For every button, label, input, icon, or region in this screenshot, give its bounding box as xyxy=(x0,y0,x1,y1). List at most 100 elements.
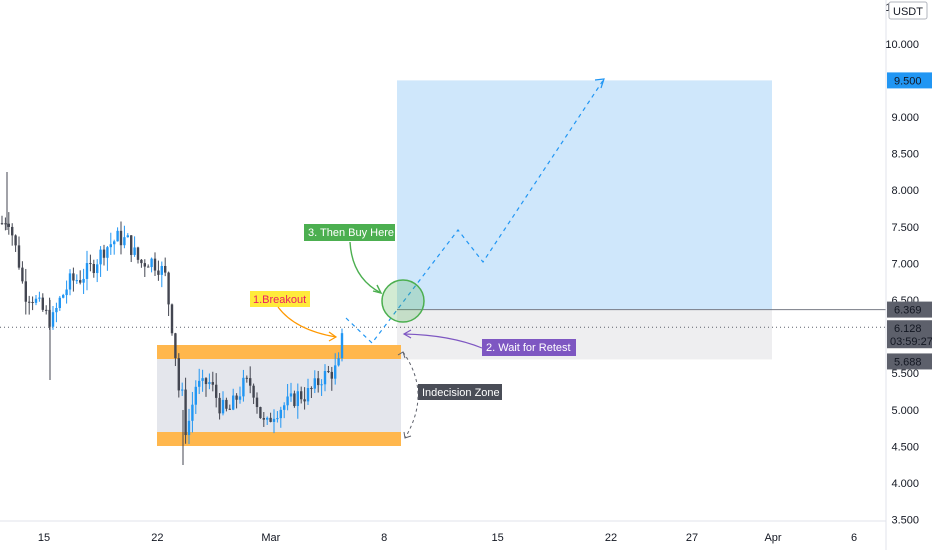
candle-body-49 xyxy=(167,272,170,305)
candle-body-31 xyxy=(106,247,109,258)
candle-body-93 xyxy=(317,378,320,386)
candle-body-8 xyxy=(28,301,31,303)
price-axis-bg xyxy=(886,0,932,550)
buy-arrowhead xyxy=(372,284,383,295)
candle-body-13 xyxy=(45,309,48,311)
candle-body-36 xyxy=(123,237,126,246)
candle-body-12 xyxy=(41,297,44,310)
candle-body-84 xyxy=(286,396,289,406)
candle-body-3 xyxy=(11,226,14,236)
candle-body-46 xyxy=(157,270,160,275)
target-price-tag-bg xyxy=(887,72,932,89)
y-tick-label-10: 8.500 xyxy=(891,149,919,161)
pair-badge-label: USDT xyxy=(893,6,923,18)
candles-layer xyxy=(0,172,344,465)
retest-label: 2. Wait for Retest xyxy=(486,342,571,354)
breakout-arrowhead xyxy=(328,331,338,342)
candle-body-21 xyxy=(72,273,75,281)
candle-body-78 xyxy=(266,417,269,420)
candle-body-79 xyxy=(269,417,272,422)
candle-body-61 xyxy=(208,382,211,385)
pair-badge[interactable] xyxy=(888,1,928,20)
zone-arrowhead-top xyxy=(397,351,406,359)
entry-price-tag-bg xyxy=(887,301,932,318)
candle-body-42 xyxy=(143,263,146,267)
target-zone xyxy=(397,80,772,310)
stop-price-tag-bg xyxy=(887,353,932,370)
buy-circle xyxy=(381,279,425,323)
candle-body-80 xyxy=(272,418,276,422)
candle-body-43 xyxy=(147,266,150,268)
candle-body-0 xyxy=(0,223,4,225)
candle-body-23 xyxy=(79,280,82,283)
candle-body-95 xyxy=(323,371,327,385)
candle-body-77 xyxy=(262,418,265,420)
breakout-label: 1.Breakout xyxy=(253,294,306,306)
x-tick-label-7: Apr xyxy=(764,532,781,544)
breakout-label-bg xyxy=(250,291,310,307)
candle-body-2 xyxy=(7,223,10,227)
candle-body-72 xyxy=(245,377,248,379)
candle-body-55 xyxy=(187,420,191,436)
candle-body-30 xyxy=(102,249,106,258)
countdown-tag: 03:59:27 xyxy=(890,336,932,348)
candle-body-35 xyxy=(119,230,123,246)
candle-body-60 xyxy=(204,378,208,385)
y-tick-label-13: 10.000 xyxy=(885,39,919,51)
candle-body-87 xyxy=(296,391,299,407)
buy-label: 3. Then Buy Here xyxy=(308,227,394,239)
candle-body-45 xyxy=(153,258,157,271)
indecision-zone xyxy=(157,345,401,446)
candle-body-97 xyxy=(330,371,333,379)
candle-body-10 xyxy=(34,298,38,303)
candle-body-7 xyxy=(24,281,27,302)
candle-body-75 xyxy=(255,397,259,408)
y-tick-label-11: 9.000 xyxy=(891,112,919,124)
candle-body-22 xyxy=(75,280,78,282)
candle-body-85 xyxy=(289,393,293,397)
candle-body-47 xyxy=(160,265,163,275)
candle-body-94 xyxy=(320,384,323,386)
candle-body-92 xyxy=(313,378,316,389)
candle-body-5 xyxy=(17,245,21,268)
candle-body-67 xyxy=(228,408,231,410)
candle-body-52 xyxy=(177,358,180,391)
candle-body-100 xyxy=(340,333,344,359)
x-tick-label-3: 8 xyxy=(381,532,387,544)
candle-body-9 xyxy=(31,301,34,303)
candle-body-19 xyxy=(65,289,68,296)
stop-price-tag: 5.688 xyxy=(894,356,922,368)
x-tick-label-6: 27 xyxy=(686,532,698,544)
stop-zone xyxy=(397,309,772,360)
candle-body-66 xyxy=(225,399,228,409)
candle-body-29 xyxy=(99,249,102,265)
candle-body-90 xyxy=(306,388,310,402)
candle-body-6 xyxy=(21,267,24,282)
candle-body-4 xyxy=(14,235,17,246)
candle-body-76 xyxy=(259,407,262,419)
last-price-tag: 6.128 xyxy=(894,323,922,335)
x-tick-label-8: 6 xyxy=(851,532,857,544)
price-axis[interactable]: 3.5004.0004.5005.0005.5006.0006.5007.000… xyxy=(885,0,932,550)
buy-arrow xyxy=(349,241,382,294)
candle-body-24 xyxy=(82,278,85,283)
y-tick-label-3: 5.000 xyxy=(891,405,919,417)
buy-label-bg xyxy=(304,224,395,241)
candle-body-53 xyxy=(181,389,184,391)
candle-body-74 xyxy=(252,385,255,398)
candle-body-70 xyxy=(238,396,242,400)
candle-body-26 xyxy=(89,263,92,265)
candle-body-44 xyxy=(150,258,153,268)
time-axis[interactable]: 15 22 Mar 8 15 22 27 Apr 6 xyxy=(0,520,886,544)
x-tick-label-4: 15 xyxy=(491,532,503,544)
y-tick-label-2: 4.500 xyxy=(891,441,919,453)
projection-arrowhead xyxy=(594,78,605,89)
candle-body-34 xyxy=(116,230,119,242)
candle-body-91 xyxy=(310,388,313,390)
candle-body-39 xyxy=(133,247,136,255)
candle-body-96 xyxy=(327,371,330,373)
candle-body-56 xyxy=(191,404,194,421)
candle-body-28 xyxy=(96,264,99,274)
candle-body-99 xyxy=(337,358,340,366)
